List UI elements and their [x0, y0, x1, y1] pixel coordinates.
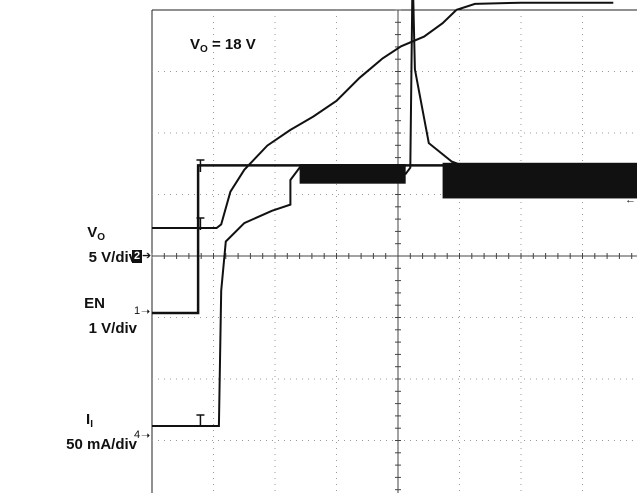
en-scale-label: 1 V/div	[88, 320, 137, 337]
ch4-marker-arrow: ➝	[141, 430, 151, 442]
ch2-marker-arrow: ➔	[142, 250, 152, 262]
vo-annotation: VO = 18 V	[190, 36, 256, 55]
vo-label-main: V	[87, 224, 98, 241]
trigger-arrow-icon: ←	[625, 194, 636, 206]
vo-label-sub: O	[97, 232, 105, 243]
ii-channel-label: II	[86, 411, 93, 430]
vo-scale-label: 5 V/div	[88, 249, 137, 266]
vo-annotation-rest: = 18 V	[207, 36, 256, 53]
ii-label-main: I	[86, 411, 91, 428]
ii-scale-label: 50 mA/div	[66, 436, 137, 453]
en-trace	[152, 164, 637, 315]
vo-annotation-sub: O	[200, 44, 208, 55]
ii-plateau-band	[299, 164, 406, 184]
traces	[152, 0, 637, 427]
ch2-marker: 2	[132, 250, 143, 263]
vo-channel-label: VO	[87, 224, 105, 243]
ii-label-sub: I	[90, 419, 93, 430]
vo-trace	[152, 1, 614, 229]
ii-ripple-band	[442, 162, 637, 199]
ch1-marker: 1	[134, 305, 141, 317]
ii-trace	[152, 0, 614, 427]
vo-annotation-main: V	[190, 36, 201, 53]
ch4-marker: 4	[134, 429, 141, 441]
en-channel-label: EN	[84, 295, 105, 312]
ch1-marker-arrow: ➝	[141, 306, 151, 318]
grid	[151, 9, 637, 493]
